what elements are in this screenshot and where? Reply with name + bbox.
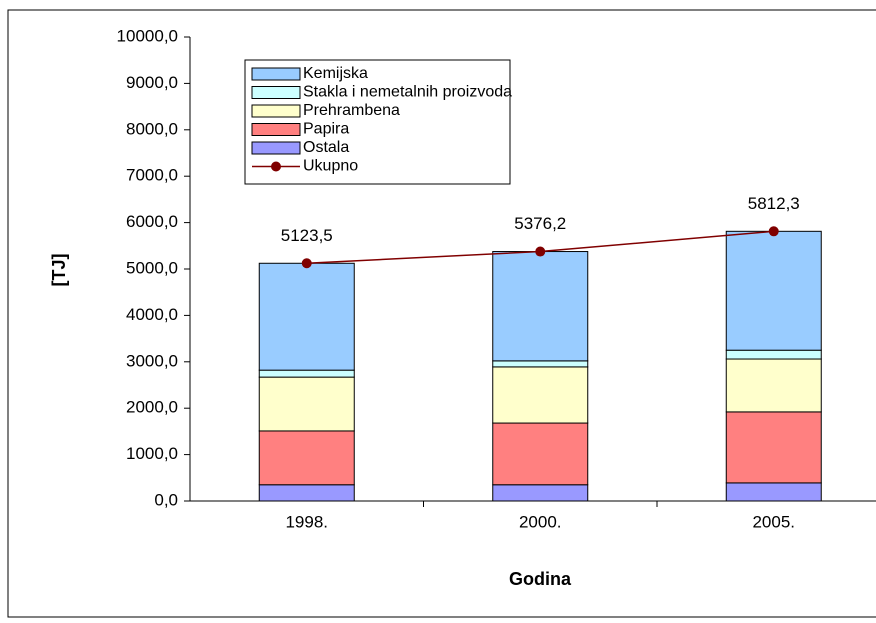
legend-swatch xyxy=(251,123,301,136)
bar-segment xyxy=(725,358,822,413)
y-tick-label: 9000,0 xyxy=(126,73,178,92)
data-label: 5123,5 xyxy=(281,226,333,245)
y-tick-label: 3000,0 xyxy=(126,351,178,370)
y-tick-label: 0,0 xyxy=(154,490,178,509)
bar-segment xyxy=(258,376,355,432)
data-label: 5376,2 xyxy=(514,214,566,233)
data-label: 5812,3 xyxy=(748,194,800,213)
y-tick-label: 5000,0 xyxy=(126,258,178,277)
line-marker xyxy=(768,226,779,237)
legend-label: Stakla i nemetalnih proizvoda xyxy=(303,84,512,101)
bar-segment xyxy=(492,360,589,368)
bar-segment xyxy=(725,482,822,502)
legend-label: Papira xyxy=(303,121,349,138)
y-axis-label: [TJ] xyxy=(49,254,69,287)
bar-segment xyxy=(258,369,355,378)
x-tick-label: 2005. xyxy=(752,512,795,531)
x-tick-label: 1998. xyxy=(285,512,328,531)
legend-label: Ukupno xyxy=(303,158,358,175)
y-tick-label: 8000,0 xyxy=(126,119,178,138)
bar-segment xyxy=(492,251,589,362)
bar-segment xyxy=(492,366,589,424)
legend-swatch xyxy=(251,141,301,155)
bar-segment xyxy=(725,349,822,360)
legend-label: Prehrambena xyxy=(303,102,400,119)
line-marker xyxy=(301,258,312,269)
legend-box xyxy=(244,59,511,185)
legend-swatch xyxy=(251,104,301,118)
y-tick-label: 7000,0 xyxy=(126,166,178,185)
x-tick-label: 2000. xyxy=(519,512,562,531)
bar-segment xyxy=(258,262,355,371)
legend-swatch xyxy=(251,86,301,99)
bar-segment xyxy=(725,230,822,351)
legend-swatch xyxy=(251,67,301,81)
bar-segment xyxy=(492,422,589,486)
bar-segment xyxy=(725,411,822,484)
y-tick-label: 10000,0 xyxy=(117,26,178,45)
bar-segment xyxy=(258,430,355,486)
y-tick-label: 6000,0 xyxy=(126,212,178,231)
legend-label: Ostala xyxy=(303,139,349,156)
legend-marker xyxy=(271,161,281,172)
y-tick-label: 1000,0 xyxy=(126,444,178,463)
line-marker xyxy=(535,246,546,257)
x-axis-label: Godina xyxy=(509,569,572,589)
y-tick-label: 4000,0 xyxy=(126,305,178,324)
bar-segment xyxy=(258,484,355,502)
legend-label: Kemijska xyxy=(303,65,368,82)
y-tick-label: 2000,0 xyxy=(126,398,178,417)
bar-segment xyxy=(492,484,589,502)
